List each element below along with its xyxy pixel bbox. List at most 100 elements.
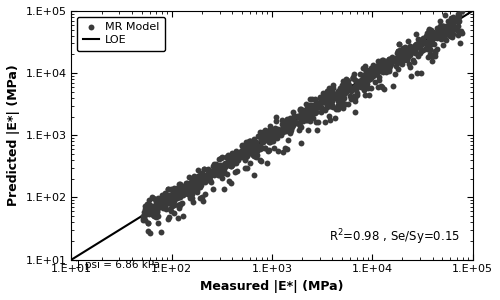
MR Model [430,53,438,58]
MR Model [436,30,444,35]
MR Model [154,196,162,200]
MR Model [236,152,244,157]
MR Model [308,109,316,113]
MR Model [152,215,160,220]
MR Model [284,125,292,130]
MR Model [446,34,454,39]
MR Model [164,196,172,201]
MR Model [449,28,457,32]
MR Model [456,13,464,18]
MR Model [285,122,293,127]
MR Model [308,116,316,121]
MR Model [174,191,182,196]
MR Model [368,66,376,70]
MR Model [424,31,432,36]
MR Model [426,30,434,35]
MR Model [296,123,304,128]
MR Model [269,139,277,144]
MR Model [178,200,186,205]
MR Model [199,178,207,183]
MR Model [300,113,308,118]
MR Model [158,194,166,198]
MR Model [458,31,466,35]
MR Model [262,136,270,141]
MR Model [424,46,432,51]
MR Model [393,57,401,62]
MR Model [254,146,262,150]
MR Model [217,166,225,171]
MR Model [233,169,241,173]
MR Model [302,115,310,119]
MR Model [147,209,155,214]
MR Model [279,124,287,129]
MR Model [396,47,404,52]
MR Model [264,132,272,137]
MR Model [396,55,404,59]
MR Model [364,73,372,78]
MR Model [332,93,340,98]
MR Model [198,170,205,175]
MR Model [426,47,434,52]
MR Model [194,179,202,184]
MR Model [321,92,329,97]
MR Model [254,134,262,138]
MR Model [426,35,434,40]
MR Model [440,24,448,29]
MR Model [200,180,208,184]
MR Model [422,40,430,45]
MR Model [361,64,369,68]
MR Model [360,88,368,93]
MR Model [200,166,208,171]
MR Model [146,211,154,216]
MR Model [258,138,266,143]
MR Model [301,107,309,112]
MR Model [232,148,240,153]
MR Model [260,140,268,144]
MR Model [250,172,258,177]
MR Model [289,123,297,128]
MR Model [324,96,332,101]
MR Model [400,48,407,53]
MR Model [328,91,336,96]
MR Model [176,186,184,191]
MR Model [173,192,181,197]
MR Model [312,110,320,114]
MR Model [393,51,401,56]
MR Model [384,61,392,65]
MR Model [350,72,358,77]
MR Model [192,181,200,186]
MR Model [418,49,426,54]
MR Model [146,205,154,210]
MR Model [328,99,336,103]
MR Model [411,50,419,55]
MR Model [224,178,232,183]
MR Model [346,87,354,92]
MR Model [296,141,304,146]
MR Model [224,163,232,167]
MR Model [253,143,261,148]
MR Model [290,114,298,118]
MR Model [439,35,447,40]
MR Model [399,47,407,52]
MR Model [350,95,358,100]
MR Model [398,52,406,57]
MR Model [169,190,177,195]
MR Model [350,75,358,80]
MR Model [202,173,209,178]
MR Model [296,115,304,120]
MR Model [299,112,307,117]
MR Model [322,101,330,106]
MR Model [338,95,346,100]
MR Model [363,82,371,87]
MR Model [225,160,233,165]
MR Model [142,206,150,211]
MR Model [146,231,154,236]
MR Model [237,148,245,153]
MR Model [424,30,432,35]
MR Model [228,157,236,162]
MR Model [246,139,254,143]
MR Model [353,81,361,85]
MR Model [307,103,315,107]
MR Model [378,69,386,74]
MR Model [330,92,338,96]
